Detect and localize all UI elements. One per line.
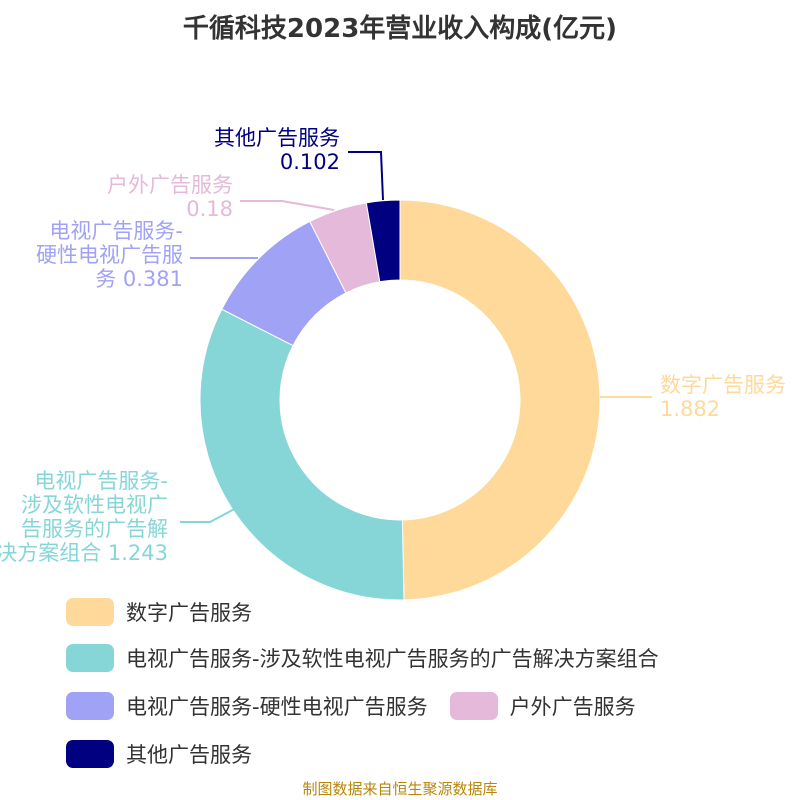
legend-label: 其他广告服务 [126, 743, 252, 767]
legend-item-digital[interactable]: 数字广告服务 [66, 597, 252, 627]
slice-data-label: 户外广告服务 0.18 [107, 173, 233, 221]
slice-data-label: 电视广告服务-硬性电视广告服务 0.381 [36, 219, 183, 291]
legend-swatch [66, 644, 114, 672]
label-leader-line [180, 504, 243, 523]
legend-row-4: 其他广告服务 [66, 734, 274, 774]
label-leader-line [348, 151, 384, 201]
donut-slice[interactable] [365, 199, 401, 283]
donut-slice[interactable] [399, 199, 601, 601]
legend-label: 数字广告服务 [126, 601, 252, 625]
source-note: 制图数据来自恒生聚源数据库 [302, 780, 498, 798]
slice-data-label-line: 1.882 [660, 397, 720, 421]
slice-data-label-line: 户外广告服务 [107, 173, 233, 197]
slice-data-label-line: 其他广告服务 [214, 126, 340, 150]
slice-data-label-line: 务 0.381 [95, 267, 183, 291]
slice-data-label-line: 数字广告服务 [660, 373, 786, 397]
chart-title: 千循科技2023年营业收入构成(亿元) [182, 14, 618, 44]
slice-data-label: 其他广告服务 0.102 [214, 126, 340, 174]
slice-data-label-line: 硬性电视广告服 [36, 243, 183, 267]
legend-item-tv-soft[interactable]: 电视广告服务-涉及软性电视广告服务的广告解决方案组合 [66, 643, 659, 673]
slice-data-label-line: 电视广告服务- [49, 219, 183, 243]
slice-data-label-line: 告服务的广告解 [21, 517, 168, 541]
legend-item-other[interactable]: 其他广告服务 [66, 739, 252, 769]
legend-swatch [66, 598, 114, 626]
slice-data-label-line: 决方案组合 1.243 [0, 541, 168, 565]
legend-item-outdoor[interactable]: 户外广告服务 [449, 691, 636, 721]
legend-label: 电视广告服务-涉及软性电视广告服务的广告解决方案组合 [126, 647, 659, 671]
slice-data-label: 电视广告服务-涉及软性电视广告服务的广告解决方案组合 1.243 [0, 469, 168, 565]
legend-row-2: 电视广告服务-涉及软性电视广告服务的广告解决方案组合 [66, 638, 681, 678]
slice-data-label-line: 0.102 [280, 150, 340, 174]
legend-swatch [66, 692, 114, 720]
slice-data-label-line: 0.18 [186, 197, 233, 221]
legend-label: 电视广告服务-硬性电视广告服务 [126, 695, 428, 719]
label-leader-line [240, 200, 335, 211]
legend-swatch [66, 740, 114, 768]
legend-item-tv-hard[interactable]: 电视广告服务-硬性电视广告服务 [66, 691, 428, 721]
slice-data-label-line: 电视广告服务- [34, 469, 168, 493]
slice-data-label-line: 涉及软性电视广 [21, 493, 168, 517]
legend-row-1: 数字广告服务 [66, 592, 274, 632]
legend-label: 户外广告服务 [509, 695, 636, 719]
donut-slice[interactable] [199, 308, 405, 601]
slice-data-label: 数字广告服务 1.882 [660, 373, 786, 421]
legend-swatch [449, 692, 498, 720]
legend-row-3: 电视广告服务-硬性电视广告服务 户外广告服务 [66, 686, 658, 726]
